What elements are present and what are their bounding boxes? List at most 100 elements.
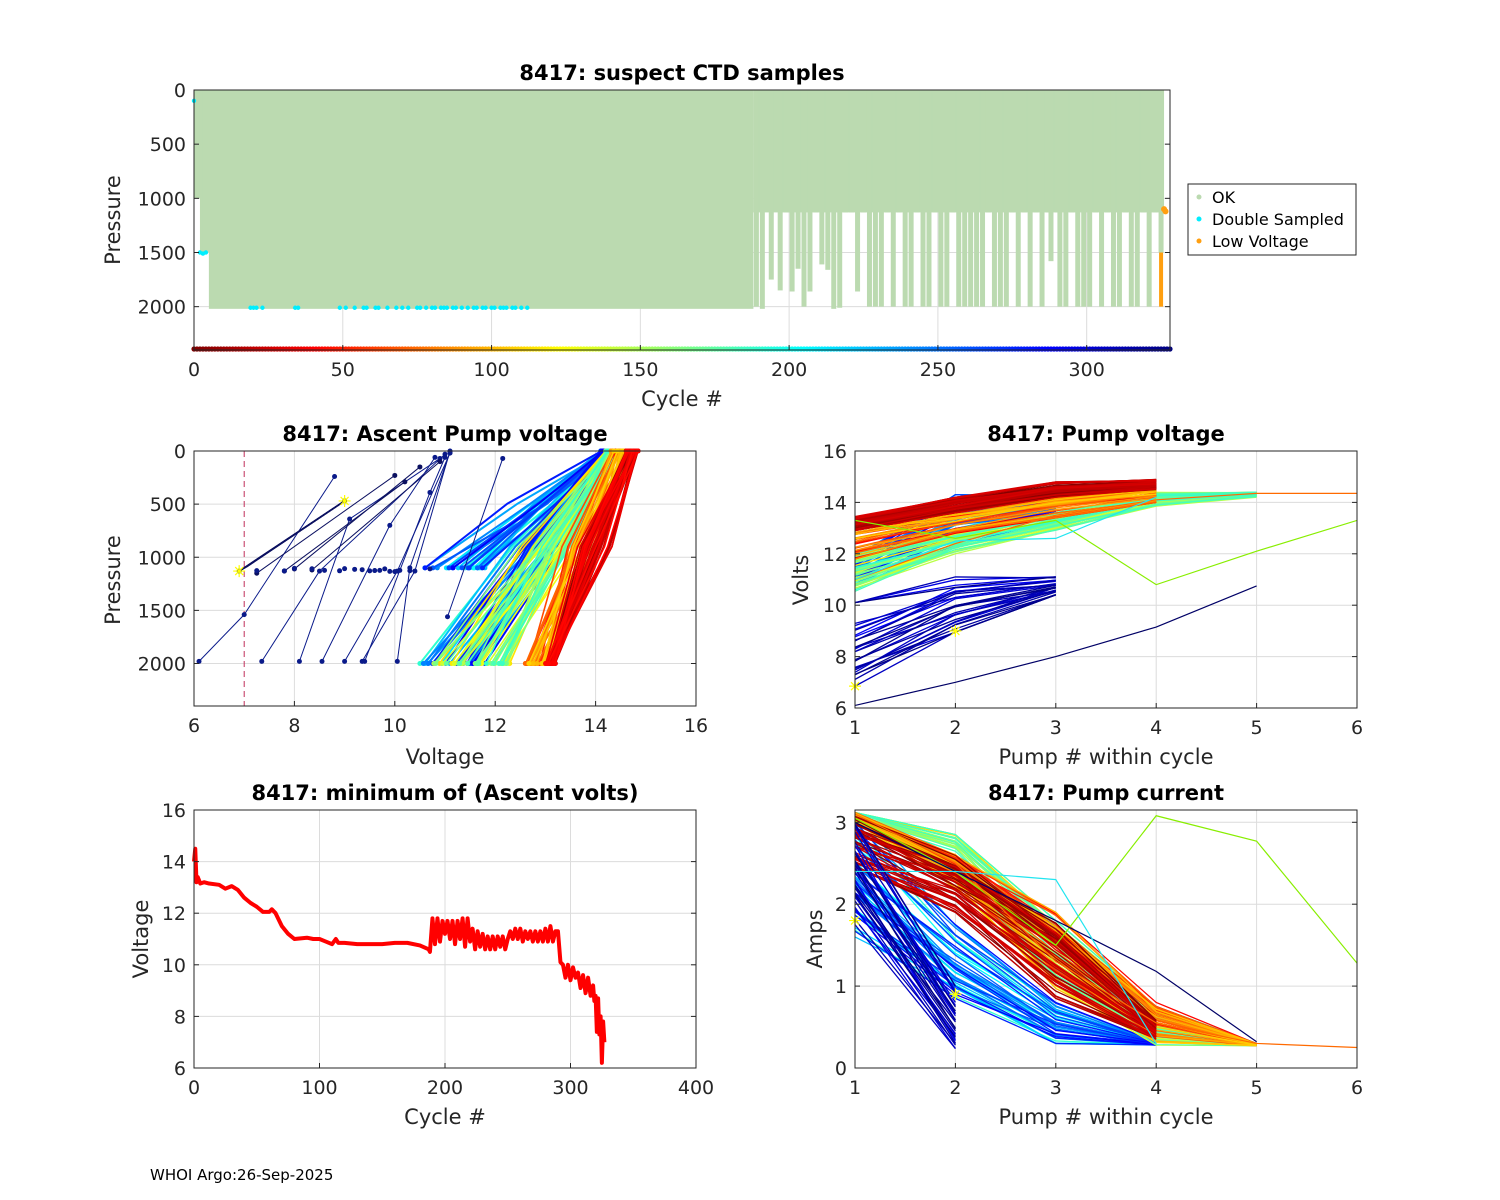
ok-profile bbox=[205, 90, 210, 253]
panel-suspect-ctd: 0 50 100 150 200 250 300 0 500 1000 1500 2000 8417:… bbox=[101, 61, 1357, 411]
low-voltage-segment bbox=[1159, 252, 1164, 307]
pump-series-line bbox=[855, 491, 1157, 531]
profile-point bbox=[440, 661, 446, 666]
profile-line bbox=[545, 450, 639, 664]
pump-series-line bbox=[855, 579, 1056, 631]
pump-series-line bbox=[855, 906, 956, 1049]
profile-point bbox=[342, 658, 348, 664]
legend[interactable]: OK Double Sampled Low Voltage bbox=[1187, 183, 1357, 256]
pump-series-line bbox=[855, 590, 1056, 661]
profile-point bbox=[455, 565, 461, 571]
pump-series-line bbox=[855, 866, 1157, 1040]
ok-profile bbox=[1146, 90, 1152, 307]
profile-point bbox=[474, 565, 480, 571]
ok-profile bbox=[861, 90, 867, 213]
pump-series-line bbox=[855, 837, 1157, 1031]
y-tick-label: 10 bbox=[162, 955, 186, 977]
profile-point bbox=[496, 661, 502, 666]
profile-line bbox=[528, 450, 613, 664]
ok-profile bbox=[1048, 90, 1054, 262]
profile-point bbox=[377, 567, 383, 573]
x-tick-label: 300 bbox=[552, 1077, 588, 1099]
plot-marks bbox=[191, 90, 1173, 352]
pump-series-line bbox=[855, 500, 1157, 552]
ok-profile bbox=[789, 90, 795, 292]
double-sampled-point bbox=[376, 305, 381, 310]
pump-series-line bbox=[855, 861, 1157, 1044]
profile-point bbox=[534, 661, 540, 666]
x-tick-label: 200 bbox=[427, 1077, 463, 1099]
profile-line bbox=[424, 450, 603, 569]
panel-ascent-pump-voltage: 6 8 10 12 14 16 0 500 1000 1500 2000 8417: Ascent … bbox=[101, 422, 708, 769]
double-sampled-point bbox=[465, 305, 470, 310]
ok-profile bbox=[1105, 90, 1111, 213]
profile-line bbox=[284, 481, 406, 572]
profile-point bbox=[241, 612, 247, 618]
profile-point bbox=[412, 568, 418, 574]
profile-line bbox=[551, 450, 630, 664]
x-tick-label: 50 bbox=[331, 359, 355, 381]
profile-point bbox=[491, 661, 497, 666]
axes-frame bbox=[193, 450, 697, 707]
ok-profile bbox=[1099, 90, 1105, 307]
plot-marks bbox=[849, 811, 1357, 1050]
profile-point bbox=[291, 565, 297, 571]
ok-profile bbox=[819, 90, 825, 265]
profile-point bbox=[254, 568, 260, 574]
x-tick-label: 100 bbox=[301, 1077, 337, 1099]
profile-point bbox=[317, 568, 322, 574]
profile-point bbox=[445, 614, 451, 620]
profile-line bbox=[476, 450, 610, 664]
x-tick-label: 300 bbox=[1069, 359, 1105, 381]
pump-series-line bbox=[855, 868, 956, 1030]
ok-profile bbox=[795, 90, 801, 269]
pump-series-line bbox=[855, 850, 956, 1003]
ok-profile bbox=[831, 90, 837, 309]
pump-series-line bbox=[855, 834, 1157, 1028]
ok-profile bbox=[956, 90, 962, 307]
profile-point bbox=[450, 565, 456, 571]
plot-marks bbox=[196, 448, 641, 706]
y-tick-label: 6 bbox=[835, 698, 847, 720]
panel-min-ascent-volts: 0 100 200 300 400 6 8 10 12 14 16 8417: minimum of… bbox=[129, 781, 714, 1129]
footer-credit: WHOI Argo:26-Sep-2025 bbox=[150, 1166, 334, 1184]
ok-profile bbox=[1045, 90, 1051, 213]
legend-label-double-sampled: Double Sampled bbox=[1212, 210, 1344, 229]
ok-profile bbox=[932, 90, 938, 213]
ok-profile bbox=[783, 90, 789, 213]
x-tick-label: 6 bbox=[188, 715, 200, 737]
ok-profile bbox=[1122, 90, 1128, 213]
x-axis-label: Pump # within cycle bbox=[999, 1105, 1214, 1129]
profile-point bbox=[392, 569, 398, 575]
x-tick-label: 0 bbox=[188, 1077, 200, 1099]
ok-profile bbox=[1021, 90, 1027, 213]
profile-point bbox=[465, 661, 471, 666]
pump-series-line bbox=[855, 587, 1056, 653]
profile-line bbox=[485, 450, 609, 664]
profile-point bbox=[394, 658, 400, 664]
pump-series-outlier bbox=[855, 496, 1157, 581]
axes-border bbox=[854, 809, 1358, 1069]
profile-point bbox=[347, 516, 353, 522]
profile-point bbox=[332, 474, 338, 479]
ok-profile bbox=[944, 90, 950, 307]
legend-marker-ok bbox=[1196, 194, 1202, 200]
y-tick-label: 1500 bbox=[138, 600, 186, 622]
double-sampled-point bbox=[474, 305, 479, 310]
pump-series-line bbox=[855, 488, 1157, 532]
pump-series-line bbox=[855, 826, 956, 994]
ok-profile bbox=[1128, 90, 1134, 307]
legend-label-low-voltage: Low Voltage bbox=[1212, 232, 1309, 251]
pump-series-line bbox=[855, 576, 1056, 604]
chart-title: 8417: Pump current bbox=[988, 781, 1224, 805]
double-sampled-point bbox=[352, 305, 357, 310]
ok-profile bbox=[920, 90, 926, 307]
profile-point bbox=[296, 658, 302, 664]
x-tick-label: 150 bbox=[622, 359, 658, 381]
profile-point bbox=[526, 661, 532, 666]
profile-point bbox=[499, 661, 505, 666]
ok-profile bbox=[1069, 90, 1075, 213]
x-tick-label: 0 bbox=[188, 359, 200, 381]
series-group bbox=[855, 811, 1357, 1050]
